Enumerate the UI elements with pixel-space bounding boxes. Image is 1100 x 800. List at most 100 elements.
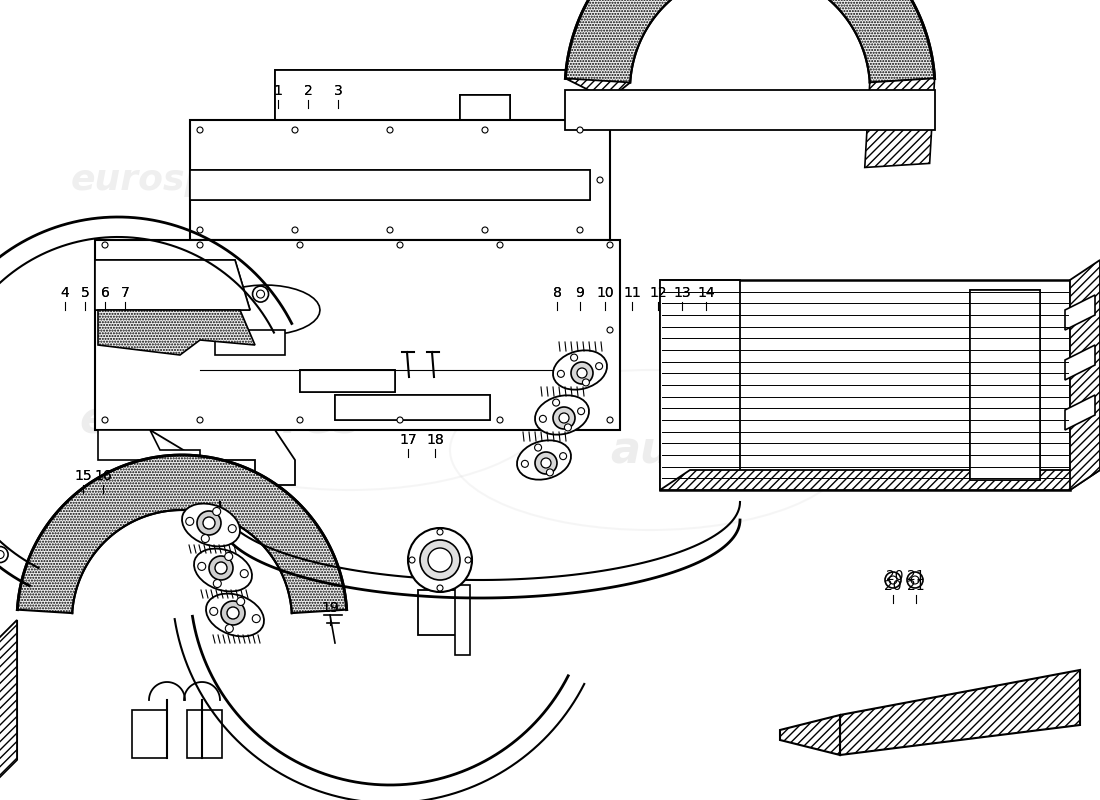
Circle shape bbox=[253, 286, 268, 302]
Circle shape bbox=[212, 507, 221, 515]
Text: 14: 14 bbox=[697, 286, 715, 300]
Text: 19: 19 bbox=[321, 601, 339, 615]
Polygon shape bbox=[95, 260, 250, 310]
Text: eurospares: eurospares bbox=[70, 163, 299, 197]
Polygon shape bbox=[187, 710, 222, 758]
Ellipse shape bbox=[206, 594, 264, 637]
Text: 7: 7 bbox=[121, 286, 130, 300]
Polygon shape bbox=[214, 330, 285, 355]
Text: 1: 1 bbox=[274, 84, 283, 98]
Text: 11: 11 bbox=[623, 286, 641, 300]
Polygon shape bbox=[18, 455, 346, 613]
Polygon shape bbox=[565, 78, 630, 102]
Circle shape bbox=[197, 127, 204, 133]
Circle shape bbox=[560, 453, 566, 460]
Text: 6: 6 bbox=[100, 286, 109, 300]
Circle shape bbox=[102, 417, 108, 423]
Text: 9: 9 bbox=[575, 286, 584, 300]
Text: 21: 21 bbox=[908, 579, 925, 593]
Circle shape bbox=[397, 417, 403, 423]
Polygon shape bbox=[210, 285, 320, 335]
Circle shape bbox=[420, 540, 460, 580]
Text: 12: 12 bbox=[649, 286, 667, 300]
Text: 4: 4 bbox=[60, 286, 69, 300]
Text: 17: 17 bbox=[399, 433, 417, 447]
Circle shape bbox=[292, 127, 298, 133]
Circle shape bbox=[437, 585, 443, 591]
Circle shape bbox=[886, 572, 901, 588]
Circle shape bbox=[497, 242, 503, 248]
Polygon shape bbox=[95, 260, 250, 310]
Circle shape bbox=[210, 607, 218, 615]
Circle shape bbox=[607, 417, 613, 423]
Circle shape bbox=[437, 529, 443, 535]
Circle shape bbox=[387, 227, 393, 233]
Circle shape bbox=[198, 562, 206, 570]
Circle shape bbox=[201, 534, 209, 542]
Circle shape bbox=[408, 528, 472, 592]
Polygon shape bbox=[336, 395, 490, 420]
Text: 12: 12 bbox=[649, 286, 667, 300]
Text: 10: 10 bbox=[596, 286, 614, 300]
Text: 5: 5 bbox=[80, 286, 89, 300]
Text: autospares: autospares bbox=[366, 183, 594, 217]
Polygon shape bbox=[460, 95, 510, 120]
Polygon shape bbox=[0, 620, 16, 780]
Circle shape bbox=[409, 557, 415, 563]
Circle shape bbox=[539, 415, 547, 422]
Text: 9: 9 bbox=[575, 286, 584, 300]
Text: 4: 4 bbox=[60, 286, 69, 300]
Text: 3: 3 bbox=[333, 84, 342, 98]
Circle shape bbox=[564, 424, 571, 431]
Circle shape bbox=[236, 598, 244, 606]
Polygon shape bbox=[840, 670, 1080, 755]
Circle shape bbox=[252, 614, 261, 622]
Text: 11: 11 bbox=[623, 286, 641, 300]
Circle shape bbox=[214, 562, 227, 574]
Circle shape bbox=[213, 579, 221, 587]
Circle shape bbox=[547, 469, 553, 476]
Circle shape bbox=[197, 242, 204, 248]
Circle shape bbox=[521, 460, 528, 467]
Circle shape bbox=[558, 370, 564, 378]
Polygon shape bbox=[660, 280, 1070, 490]
Circle shape bbox=[535, 452, 557, 474]
Polygon shape bbox=[300, 370, 395, 392]
Circle shape bbox=[535, 444, 541, 451]
Polygon shape bbox=[660, 280, 740, 490]
Circle shape bbox=[578, 408, 584, 414]
Text: 20: 20 bbox=[884, 579, 902, 593]
Circle shape bbox=[582, 379, 590, 386]
Circle shape bbox=[578, 227, 583, 233]
Text: 13: 13 bbox=[673, 286, 691, 300]
Text: 18: 18 bbox=[426, 433, 444, 447]
Text: 16: 16 bbox=[95, 469, 112, 483]
Circle shape bbox=[197, 511, 221, 535]
Polygon shape bbox=[98, 430, 295, 485]
Circle shape bbox=[0, 550, 4, 558]
Text: 19: 19 bbox=[321, 601, 339, 615]
Polygon shape bbox=[970, 290, 1040, 480]
Text: 20: 20 bbox=[887, 569, 904, 583]
Circle shape bbox=[102, 242, 108, 248]
Circle shape bbox=[204, 517, 214, 529]
Circle shape bbox=[297, 242, 302, 248]
Circle shape bbox=[226, 625, 233, 633]
Circle shape bbox=[397, 242, 403, 248]
Polygon shape bbox=[95, 240, 620, 430]
Polygon shape bbox=[970, 290, 1040, 480]
Text: 21: 21 bbox=[908, 569, 925, 583]
Circle shape bbox=[889, 576, 896, 584]
Polygon shape bbox=[1070, 260, 1100, 490]
Circle shape bbox=[221, 601, 245, 625]
Circle shape bbox=[595, 362, 603, 370]
Circle shape bbox=[571, 362, 593, 384]
Polygon shape bbox=[660, 470, 1100, 490]
Circle shape bbox=[578, 127, 583, 133]
Circle shape bbox=[209, 556, 233, 580]
Text: 7: 7 bbox=[121, 286, 130, 300]
Text: 3: 3 bbox=[333, 84, 342, 98]
Circle shape bbox=[227, 607, 239, 619]
Polygon shape bbox=[1065, 295, 1094, 330]
Text: 5: 5 bbox=[80, 286, 89, 300]
